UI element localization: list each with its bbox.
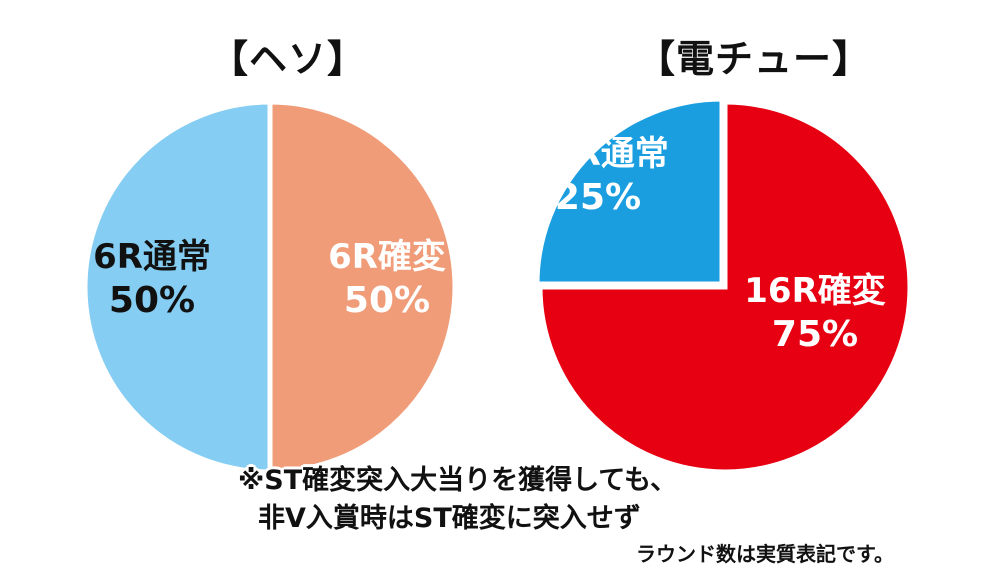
slice-label-0-1: 6R通常 [93,237,211,277]
slice-percent-0-0: 50% [344,280,430,321]
slice-label-0-0: 6R確変 [328,237,446,277]
slice-percent-1-0: 75% [772,314,858,355]
slice-percent-0-1: 50% [109,280,195,321]
footnote-line-1: ※ST確変突入大当りを獲得しても、 [238,465,678,496]
pie-slice-0-0 [267,99,458,475]
slice-percent-1-1: 25% [555,177,641,218]
chart-title-denchu: 【電チュー】 [637,37,872,81]
pie-slice-1-0 [537,99,913,475]
pie-slice-1-1 [534,96,725,287]
chart-title-heso: 【ヘソ】 [210,37,367,81]
slice-label-1-1: 16R通常 [527,134,669,174]
footnote-line-3: ラウンド数は実質表記です。 [636,542,894,566]
footnote-line-2: 非V入賞時はST確変に突入せず [258,503,641,534]
pie-slice-0-1 [82,99,273,475]
slice-label-1-0: 16R確変 [744,271,886,311]
